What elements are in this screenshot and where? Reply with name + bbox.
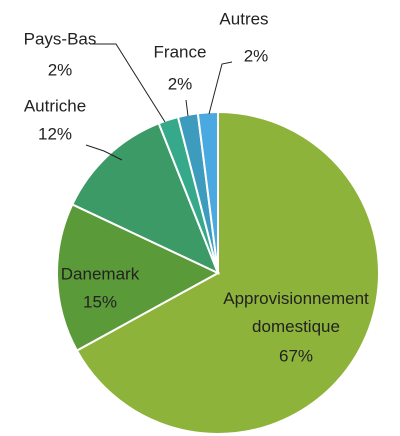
category-label: France <box>154 42 207 61</box>
pie-slice <box>56 203 221 352</box>
category-label: Autriche <box>24 96 86 115</box>
slices <box>56 110 380 435</box>
value-label: 15% <box>83 292 117 311</box>
pie-slice <box>196 110 219 274</box>
category-label: Danemark <box>61 264 140 283</box>
value-label: 12% <box>38 124 72 143</box>
value-label: 2% <box>244 46 269 65</box>
pie-slice <box>75 110 380 435</box>
value-label: 2% <box>48 60 73 79</box>
category-label: Approvisionnement domestique <box>223 289 369 336</box>
leader-lines <box>85 43 233 161</box>
leader-line <box>85 144 123 161</box>
leader-line <box>208 61 233 115</box>
labels: Approvisionnement domestique 67% Danemark 15… <box>24 9 369 365</box>
value-label: 2% <box>168 74 193 93</box>
value-label: 67% <box>279 346 313 365</box>
category-label: Pays-Bas <box>24 29 97 48</box>
leader-line <box>90 43 166 123</box>
pie-slice <box>70 122 220 275</box>
leader-line <box>185 99 189 117</box>
category-label: Autres <box>219 9 268 28</box>
